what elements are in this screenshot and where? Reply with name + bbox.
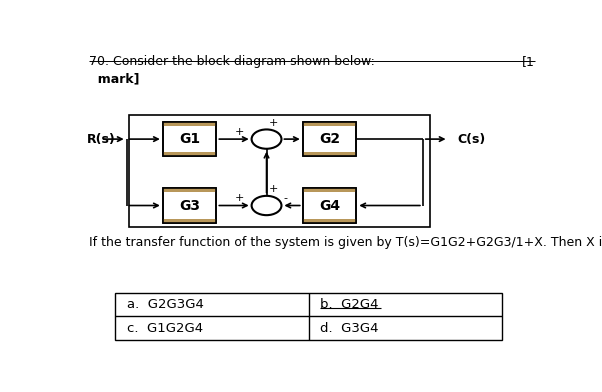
Bar [303, 122, 356, 156]
Bar [163, 122, 216, 126]
Text: 70. Consider the block diagram shown below:: 70. Consider the block diagram shown bel… [89, 54, 375, 67]
Text: -: - [284, 193, 288, 203]
Bar [303, 152, 356, 156]
Bar [163, 219, 216, 223]
Text: mark]: mark] [89, 73, 140, 86]
Bar [303, 219, 356, 223]
Bar [303, 122, 356, 156]
Bar [129, 115, 430, 227]
Text: G4: G4 [319, 198, 340, 212]
Text: a.  G2G3G4: a. G2G3G4 [126, 298, 203, 312]
Text: G1: G1 [179, 132, 200, 146]
Bar [163, 188, 216, 223]
Bar [163, 152, 216, 156]
Bar [303, 188, 356, 192]
Text: +: + [269, 118, 278, 128]
Text: R(s): R(s) [87, 132, 116, 145]
Circle shape [252, 129, 282, 149]
Bar [163, 188, 216, 223]
Text: C(s): C(s) [458, 132, 486, 145]
Text: [1: [1 [522, 54, 535, 67]
Bar [303, 188, 356, 223]
Bar [303, 188, 356, 223]
Bar [163, 188, 216, 192]
Text: +: + [235, 127, 244, 137]
Bar [163, 122, 216, 156]
Bar [115, 293, 502, 340]
Circle shape [252, 196, 282, 215]
Bar [303, 122, 356, 126]
Text: d.  G3G4: d. G3G4 [320, 322, 379, 335]
Text: +: + [269, 184, 278, 194]
Text: G3: G3 [179, 198, 200, 212]
Text: If the transfer function of the system is given by T(s)=G1G2+G2G3/1+X. Then X is: If the transfer function of the system i… [89, 236, 602, 249]
Bar [163, 122, 216, 156]
Text: c.  G1G2G4: c. G1G2G4 [126, 322, 203, 335]
Text: G2: G2 [319, 132, 340, 146]
Text: +: + [235, 193, 244, 203]
Text: b.  G2G4: b. G2G4 [320, 298, 379, 312]
